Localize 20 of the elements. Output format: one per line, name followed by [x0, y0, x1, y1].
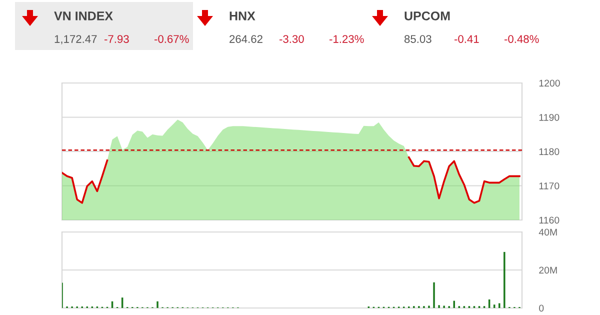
y-tick-label: 40M: [538, 228, 557, 236]
y-tick-label: 1170: [539, 182, 560, 190]
text: VN INDEX: [54, 12, 113, 20]
text: -7.93: [104, 35, 129, 43]
text: -0.48%: [504, 35, 539, 43]
y-tick-label: 0: [539, 304, 544, 312]
text: -0.67%: [154, 35, 189, 43]
y-tick-label: 1200: [539, 80, 560, 87]
text: 85.03: [404, 35, 432, 43]
y-tick-label: 1180: [539, 148, 560, 156]
text: 264.62: [230, 35, 262, 43]
y-tick-label: 1160: [539, 216, 560, 224]
text: -1.23%: [329, 35, 364, 43]
text: HNX: [230, 12, 256, 20]
y-tick-label: 1190: [539, 114, 560, 121]
text: -3.30: [279, 35, 304, 43]
text: -0.41: [454, 35, 479, 43]
text: UPCOM: [404, 12, 450, 20]
text: 1,172.47: [54, 35, 97, 44]
y-tick-label: 20M: [539, 266, 557, 274]
